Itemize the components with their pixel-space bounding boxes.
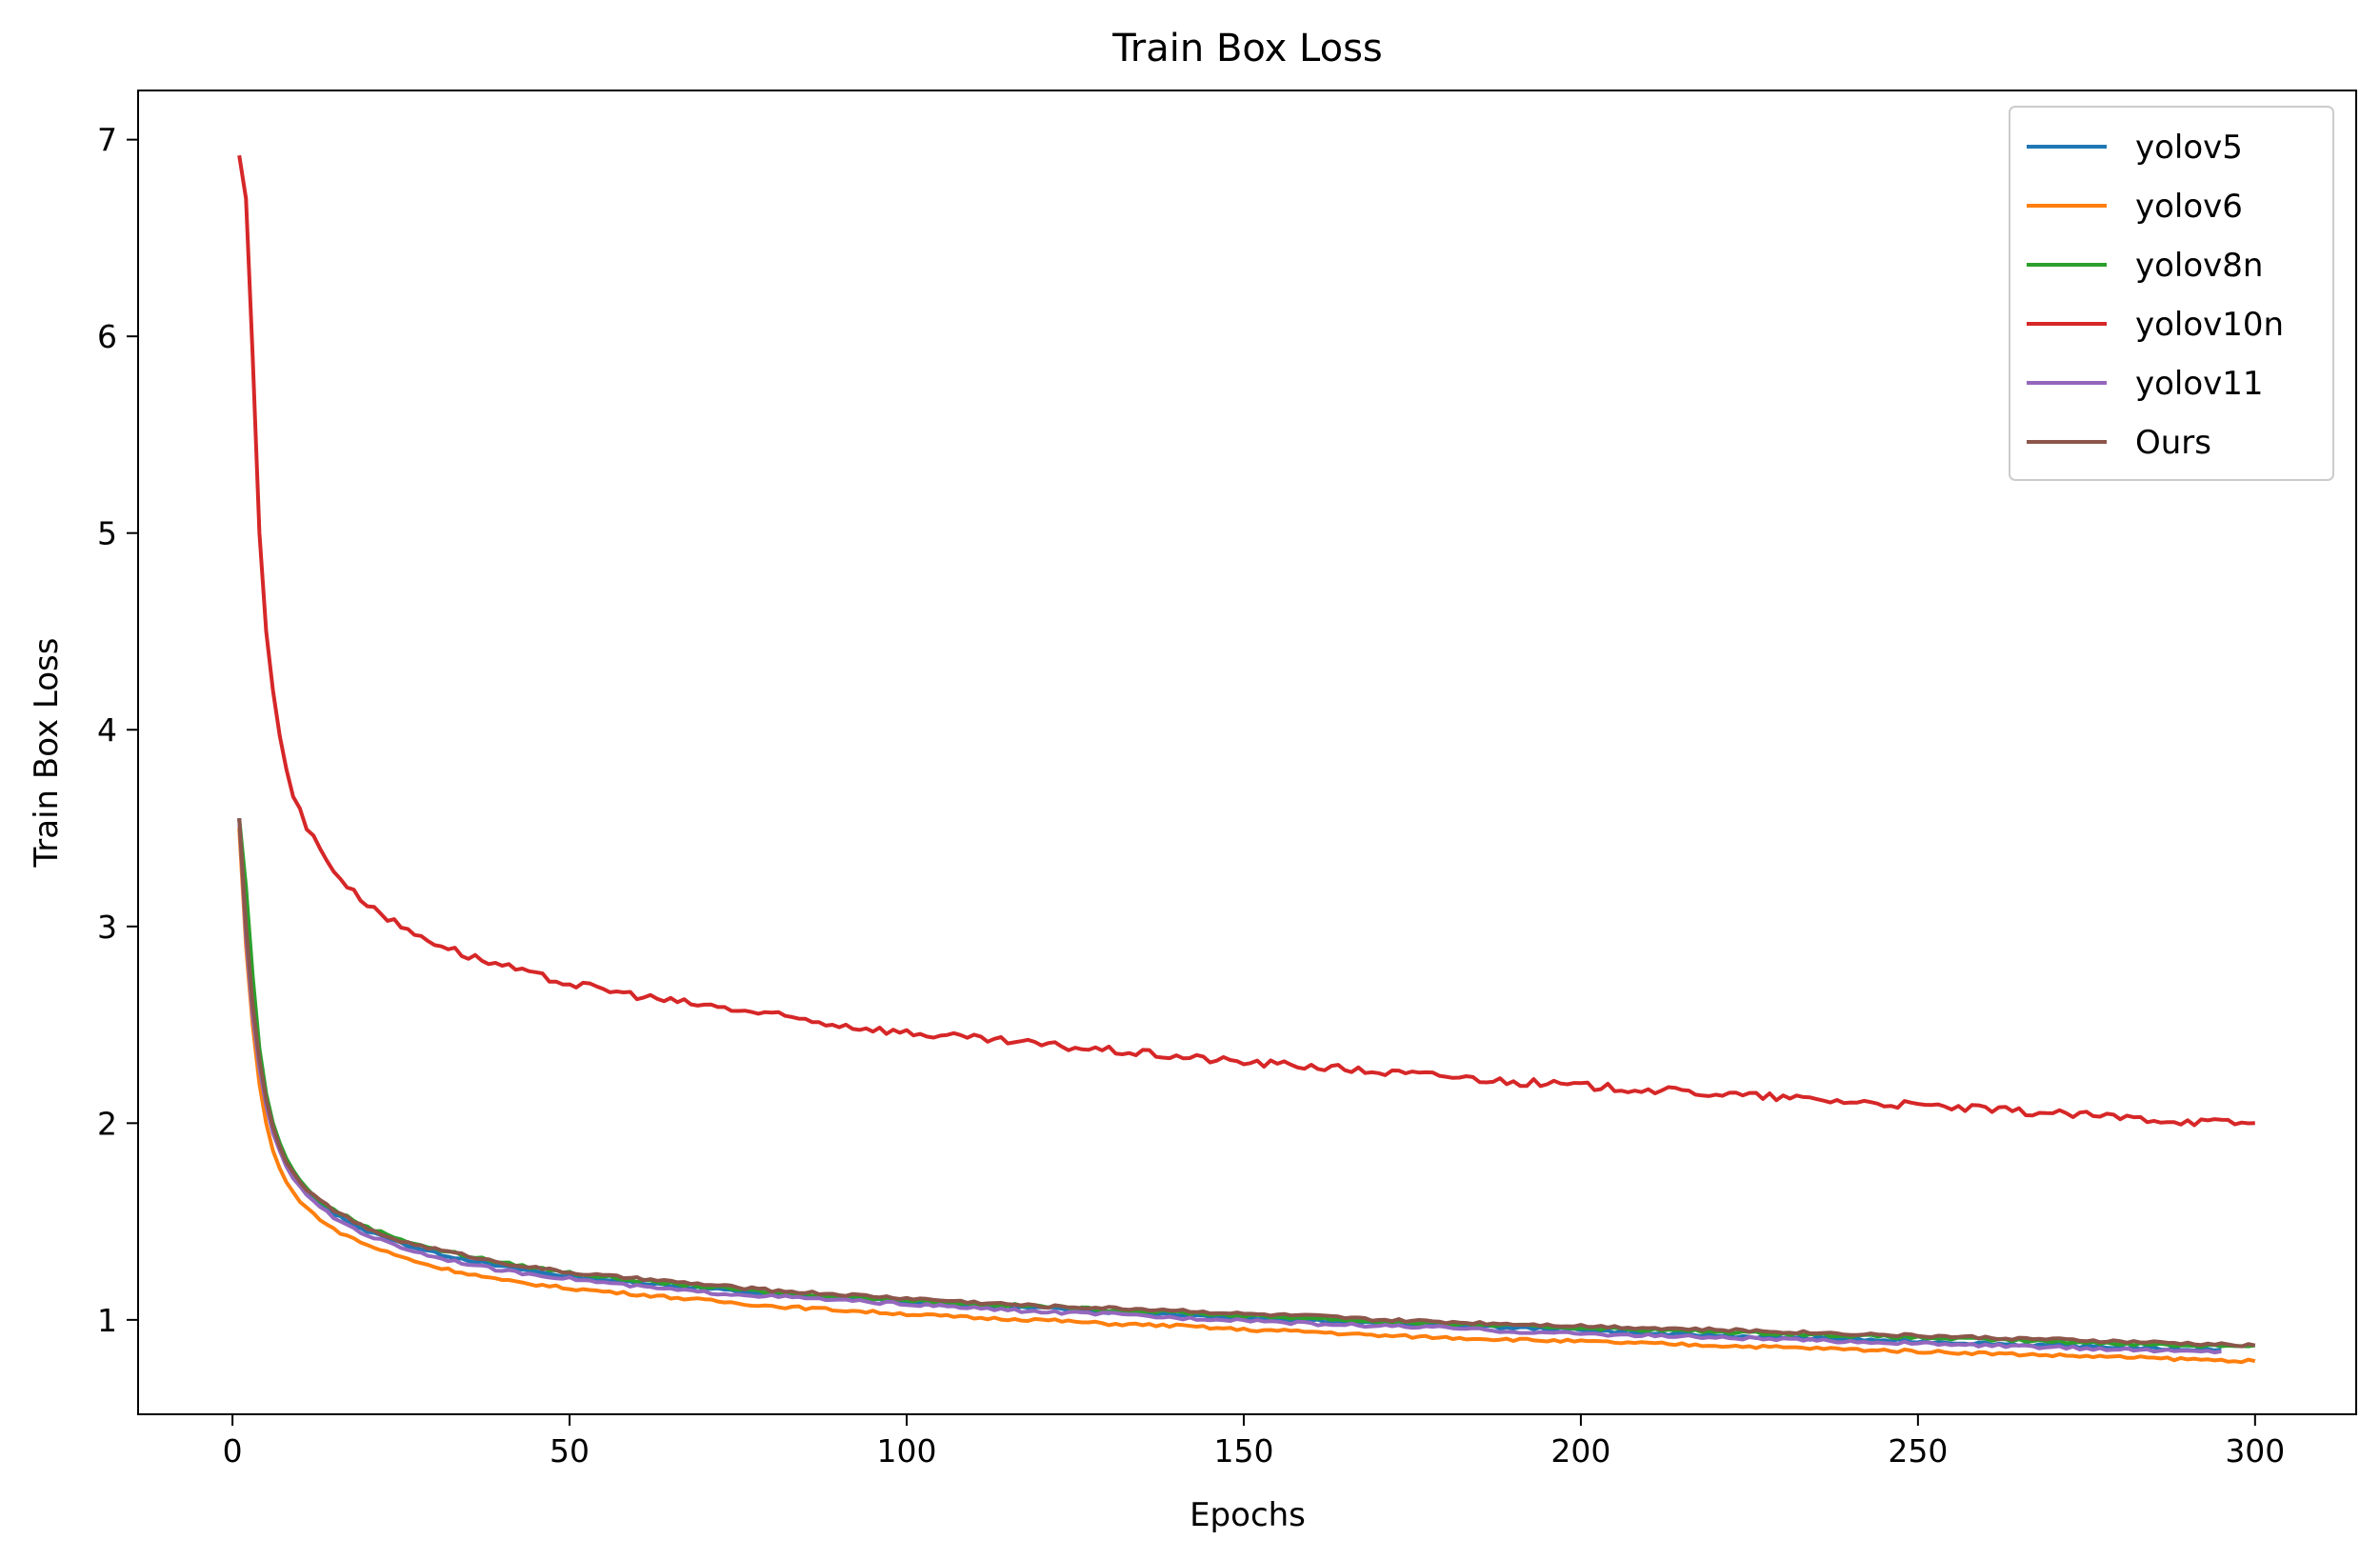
x-tick-label: 50 (550, 1432, 590, 1470)
x-axis-label: Epochs (1190, 1496, 1306, 1534)
legend-label: yolov10n (2135, 306, 2284, 344)
y-tick-label: 7 (97, 122, 117, 159)
series-line-yolov11 (237, 818, 2222, 1355)
series-line-yolov6 (237, 828, 2256, 1365)
x-tick-label: 300 (2225, 1432, 2285, 1470)
series-line-ours (237, 818, 2256, 1349)
legend-label: yolov5 (2135, 129, 2243, 167)
legend: yolov5 yolov6 yolov8n yolov10n yolov11 Ours (2009, 106, 2334, 481)
legend-label: Ours (2135, 424, 2211, 462)
y-tick-label: 2 (97, 1105, 117, 1142)
x-tick-label: 0 (223, 1432, 243, 1470)
y-axis-label: Train Box Loss (28, 638, 66, 869)
chart-title: Train Box Loss (1111, 27, 1383, 70)
x-tick-label: 250 (1888, 1432, 1948, 1470)
x-tick-label: 100 (877, 1432, 937, 1470)
y-tick-label: 1 (97, 1302, 117, 1339)
y-tick-label: 6 (97, 318, 117, 355)
plot-frame (137, 90, 2357, 1415)
y-tick-label: 4 (97, 711, 117, 749)
x-axis: 0 50 100 150 200 250 300 (223, 1414, 2285, 1470)
y-tick-label: 3 (97, 909, 117, 946)
y-axis: 1 2 3 4 5 6 7 (97, 122, 138, 1339)
legend-box (2009, 106, 2334, 481)
x-tick-label: 150 (1213, 1432, 1273, 1470)
x-tick-label: 200 (1550, 1432, 1610, 1470)
legend-label: yolov11 (2135, 365, 2264, 403)
legend-label: yolov6 (2135, 188, 2243, 226)
series-line-yolov10n (237, 154, 2255, 1128)
plot-lines (237, 154, 2256, 1365)
y-tick-label: 5 (97, 515, 117, 552)
legend-label: yolov8n (2135, 247, 2263, 285)
